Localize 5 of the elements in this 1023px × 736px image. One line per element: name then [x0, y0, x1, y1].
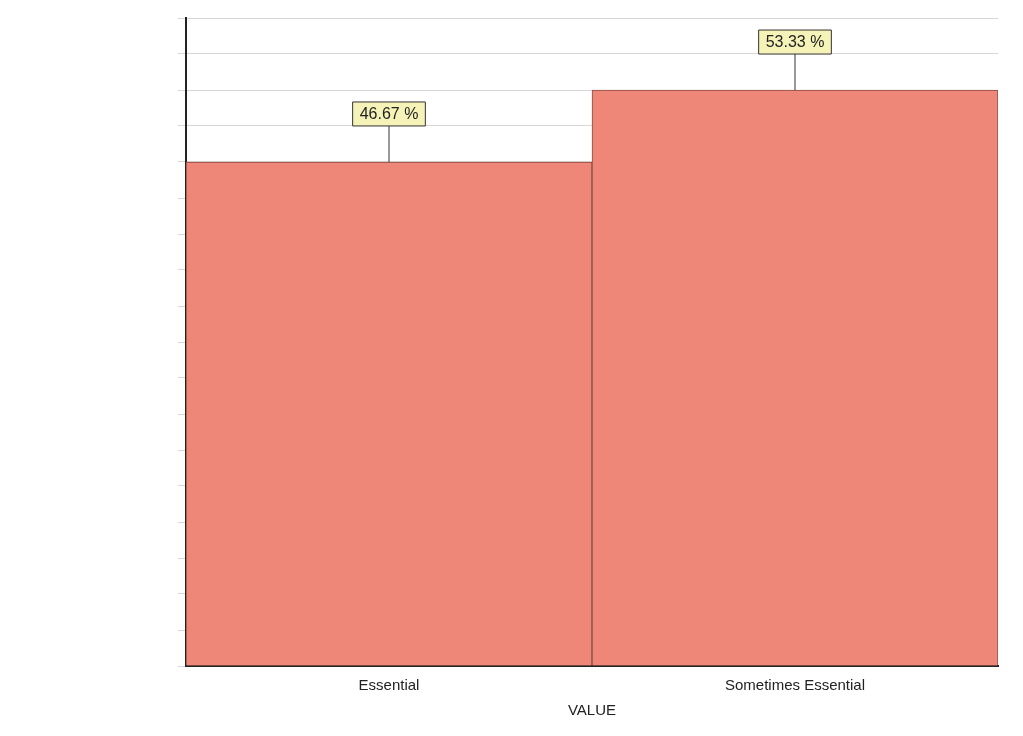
- data-label: 53.33 %: [765, 33, 825, 51]
- x-tick-label: Essential: [358, 676, 420, 694]
- x-axis-title: VALUE: [567, 701, 617, 719]
- x-tick-label: Sometimes Essential: [724, 676, 866, 694]
- data-label: 46.67 %: [359, 105, 419, 123]
